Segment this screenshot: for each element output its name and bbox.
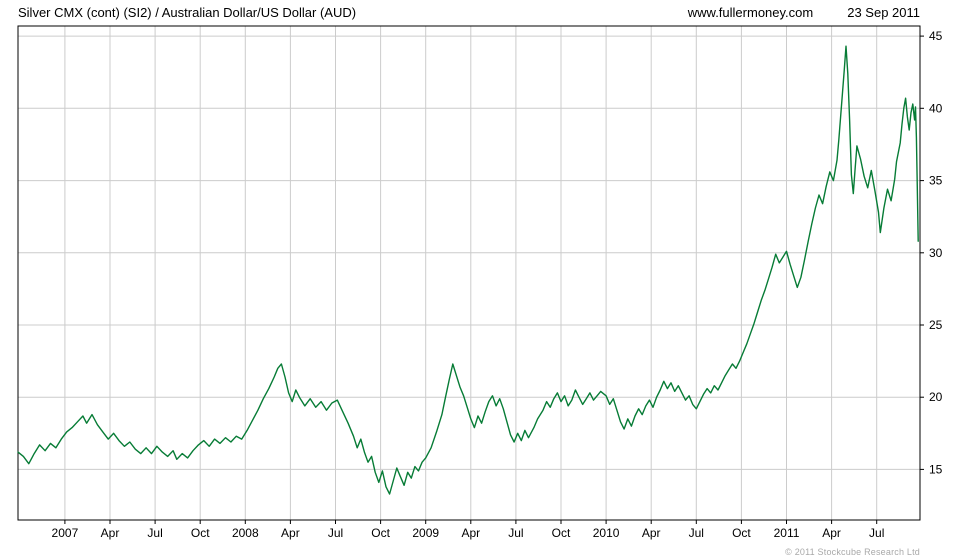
x-tick-label: Apr xyxy=(281,526,300,540)
y-tick-label: 20 xyxy=(929,390,943,404)
x-tick-label: 2008 xyxy=(232,526,259,540)
x-tick-label: 2011 xyxy=(774,526,800,540)
x-tick-label: Oct xyxy=(371,526,390,540)
chart-title: Silver CMX (cont) (SI2) / Australian Dol… xyxy=(18,5,357,20)
x-tick-label: 2010 xyxy=(593,526,620,540)
x-tick-label: Oct xyxy=(552,526,571,540)
x-tick-label: Jul xyxy=(328,526,343,540)
plot-border xyxy=(17,25,921,521)
x-tick-label: Jul xyxy=(508,526,523,540)
website-text: www.fullermoney.com xyxy=(687,5,814,20)
x-tick-label: Jul xyxy=(147,526,162,540)
x-tick-label: Jul xyxy=(689,526,704,540)
x-tick-label: Apr xyxy=(822,526,841,540)
x-tick-label: Jul xyxy=(869,526,884,540)
chart-header: Silver CMX (cont) (SI2) / Australian Dol… xyxy=(18,5,920,20)
header-right: www.fullermoney.com 23 Sep 2011 xyxy=(688,5,920,20)
chart-date: 23 Sep 2011 xyxy=(847,5,920,20)
y-tick-label: 30 xyxy=(929,246,943,260)
price-line xyxy=(17,45,919,495)
y-tick-label: 15 xyxy=(929,462,943,476)
y-tick-label: 45 xyxy=(929,29,943,43)
x-tick-label: Apr xyxy=(642,526,661,540)
x-tick-label: Apr xyxy=(101,526,120,540)
x-tick-label: Apr xyxy=(461,526,480,540)
x-tick-label: Oct xyxy=(191,526,210,540)
y-tick-label: 25 xyxy=(929,318,943,332)
x-tick-label: 2007 xyxy=(52,526,79,540)
y-tick-label: 40 xyxy=(929,101,943,115)
y-tick-label: 35 xyxy=(929,174,943,188)
copyright-notice: © 2011 Stockcube Research Ltd xyxy=(785,547,920,557)
x-tick-label: 2009 xyxy=(412,526,439,540)
x-tick-label: Oct xyxy=(732,526,751,540)
